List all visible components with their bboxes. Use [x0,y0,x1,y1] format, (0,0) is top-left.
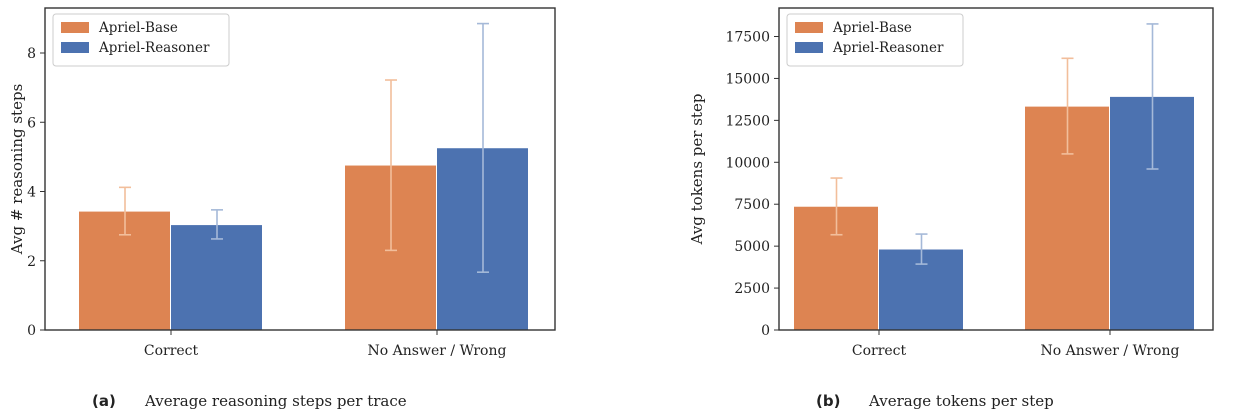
caption-a-text: Average reasoning steps per trace [145,392,407,410]
legend-label-a-0: Apriel-Base [98,20,178,36]
caption-b-text: Average tokens per step [869,392,1054,410]
y-axis-label-b: Avg tokens per step [688,94,706,246]
legend-swatch-b-1 [795,42,823,53]
y-tick-label-b-3: 7500 [734,197,770,213]
legend-b [786,13,964,67]
x-tick-label-a-1: No Answer / Wrong [368,343,507,359]
axes-frame-b [778,7,1214,331]
chart-a: 0 2 4 6 8 Avg # reasoning steps Correct No Answ… [8,7,556,359]
legend-label-a-1: Apriel-Reasoner [98,40,210,56]
legend-a [52,13,230,67]
x-tick-label-a-0: Correct [144,343,199,359]
y-tick-label-a-2: 4 [27,185,36,201]
caption-a-tag: (a) [92,392,116,410]
chart-b: 0 2500 5000 7500 10000 12500 15000 17500 Avg tok… [688,7,1214,359]
legend-swatch-b-0 [795,22,823,33]
bar-a-apriel-reasoner-0 [171,225,262,330]
legend-label-b-0: Apriel-Base [832,20,912,36]
x-tick-label-b-1: No Answer / Wrong [1041,343,1180,359]
y-tick-label-b-5: 12500 [725,113,770,129]
y-tick-label-a-3: 6 [27,115,36,131]
y-tick-label-b-1: 2500 [734,281,770,297]
x-tick-label-b-0: Correct [852,343,907,359]
y-axis-label-a: Avg # reasoning steps [8,84,26,256]
legend-label-b-1: Apriel-Reasoner [832,40,944,56]
y-tick-label-b-4: 10000 [725,155,770,171]
axes-frame-a [44,7,556,331]
legend-swatch-a-0 [61,22,89,33]
y-tick-label-a-0: 0 [27,323,36,339]
y-tick-label-b-0: 0 [761,323,770,339]
y-tick-label-b-7: 17500 [725,30,770,46]
caption-b-tag: (b) [816,392,841,410]
y-tick-label-b-2: 5000 [734,239,770,255]
legend-swatch-a-1 [61,42,89,53]
y-tick-label-b-6: 15000 [725,71,770,87]
y-tick-label-a-1: 2 [27,254,36,270]
y-tick-label-a-4: 8 [27,46,36,62]
